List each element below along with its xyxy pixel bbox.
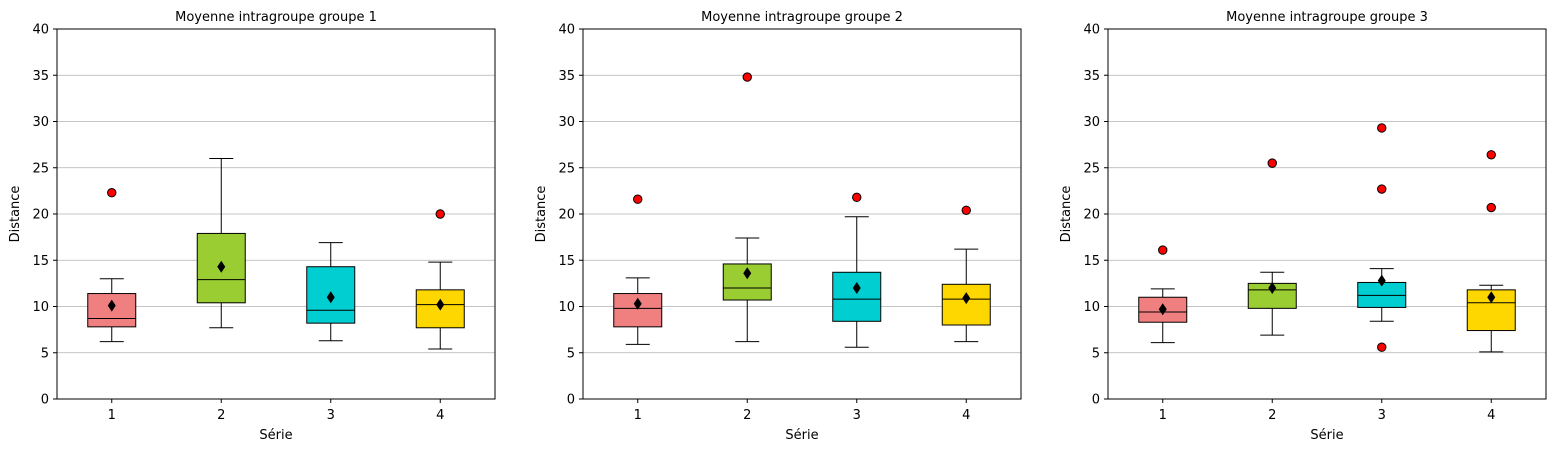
box-series-3 <box>832 192 882 348</box>
plot-frame <box>582 28 1022 400</box>
box <box>941 283 991 326</box>
x-tick-label: 1 <box>1159 408 1167 423</box>
y-tick-label: 30 <box>32 115 49 130</box>
x-tick-label: 2 <box>1268 408 1276 423</box>
y-tick-label: 15 <box>32 254 49 269</box>
y-axis-label: Distance <box>1059 186 1074 243</box>
mean-marker <box>326 291 335 304</box>
x-tick-label: 4 <box>962 408 970 423</box>
outlier-point <box>852 192 862 203</box>
plot-frame <box>56 28 496 400</box>
outlier-point <box>1158 245 1168 255</box>
y-tick-label: 35 <box>32 69 49 84</box>
box-series-4 <box>941 205 991 343</box>
mean-marker <box>962 292 971 305</box>
box-series-1 <box>87 188 137 343</box>
outlier-point <box>633 194 643 204</box>
y-tick-label: 5 <box>1092 346 1100 361</box>
y-tick-label: 30 <box>558 115 575 130</box>
x-tick-label: 1 <box>108 408 116 423</box>
x-tick-label: 4 <box>1487 408 1495 423</box>
outlier-point <box>1486 150 1496 160</box>
y-tick-label: 10 <box>558 300 575 315</box>
y-tick-label: 15 <box>1083 254 1100 269</box>
outlier-point <box>1377 123 1387 133</box>
outlier-point <box>1486 202 1496 213</box>
chart-title: Moyenne intragroupe groupe 2 <box>701 10 903 25</box>
y-tick-label: 0 <box>41 393 49 408</box>
y-tick-label: 5 <box>567 346 575 361</box>
y-tick-label: 40 <box>32 23 49 38</box>
box-series-1 <box>613 194 663 345</box>
y-axis-label: Distance <box>534 186 549 243</box>
y-tick-label: 20 <box>1083 208 1100 223</box>
mean-marker <box>852 282 861 294</box>
mean-marker <box>1158 303 1167 316</box>
outlier-point <box>961 205 971 216</box>
y-tick-label: 25 <box>558 161 575 176</box>
y-tick-label: 35 <box>1083 69 1100 84</box>
box-series-1 <box>1138 245 1188 344</box>
outlier-point <box>1377 342 1387 352</box>
outlier-point <box>742 72 752 82</box>
chart-title: Moyenne intragroupe groupe 3 <box>1226 10 1428 25</box>
x-tick-label: 2 <box>743 408 751 423</box>
box-series-4 <box>415 209 465 350</box>
y-tick-label: 15 <box>558 254 575 269</box>
y-tick-label: 30 <box>1083 115 1100 130</box>
chart-panel-1: 0 5 10 15 20 25 30 35 40 1 2 3 4 Moyenne intragroupe … <box>8 10 496 443</box>
box-series-2 <box>196 158 246 329</box>
outlier-point <box>107 188 117 198</box>
y-tick-label: 40 <box>1083 23 1100 38</box>
y-tick-label: 20 <box>558 208 575 223</box>
mean-marker <box>1268 282 1277 294</box>
mean-marker <box>217 260 226 273</box>
box-series-2 <box>1247 158 1297 336</box>
box-series-3 <box>1357 123 1407 352</box>
x-axis-label: Série <box>259 428 292 443</box>
x-tick-label: 2 <box>217 408 225 423</box>
plot-frame <box>1107 28 1547 400</box>
mean-marker <box>107 299 116 312</box>
x-tick-label: 4 <box>436 408 444 423</box>
y-tick-label: 35 <box>558 69 575 84</box>
y-tick-label: 25 <box>32 161 49 176</box>
y-tick-label: 0 <box>567 393 575 408</box>
mean-marker <box>633 297 642 310</box>
x-tick-label: 3 <box>327 408 335 423</box>
box <box>832 271 882 322</box>
x-axis-label: Série <box>785 428 818 443</box>
box-series-4 <box>1466 150 1516 353</box>
x-tick-label: 1 <box>634 408 642 423</box>
x-axis-label: Série <box>1310 428 1343 443</box>
mean-marker <box>1377 274 1386 287</box>
x-tick-label: 3 <box>853 408 861 423</box>
y-tick-label: 10 <box>1083 300 1100 315</box>
chart-panel-2: 0 5 10 15 20 25 30 35 40 1 2 3 4 Moyenne intragroupe … <box>534 10 1022 443</box>
y-tick-label: 0 <box>1092 393 1100 408</box>
outlier-point <box>1377 184 1387 194</box>
mean-marker <box>1487 291 1496 304</box>
y-tick-label: 40 <box>558 23 575 38</box>
y-tick-label: 5 <box>41 346 49 361</box>
y-axis-label: Distance <box>8 186 23 243</box>
box-series-3 <box>306 242 356 342</box>
outlier-point <box>1267 158 1277 168</box>
mean-marker <box>743 267 752 280</box>
outlier-point <box>435 209 445 219</box>
y-tick-label: 20 <box>32 208 49 223</box>
mean-marker <box>436 298 445 311</box>
y-tick-label: 10 <box>32 300 49 315</box>
y-tick-label: 25 <box>1083 161 1100 176</box>
chart-panel-3: 0 5 10 15 20 25 30 35 40 1 2 3 4 Moyenne intragroupe … <box>1059 10 1547 443</box>
x-tick-label: 3 <box>1378 408 1386 423</box>
box-series-2 <box>722 72 772 343</box>
chart-title: Moyenne intragroupe groupe 1 <box>175 10 377 25</box>
